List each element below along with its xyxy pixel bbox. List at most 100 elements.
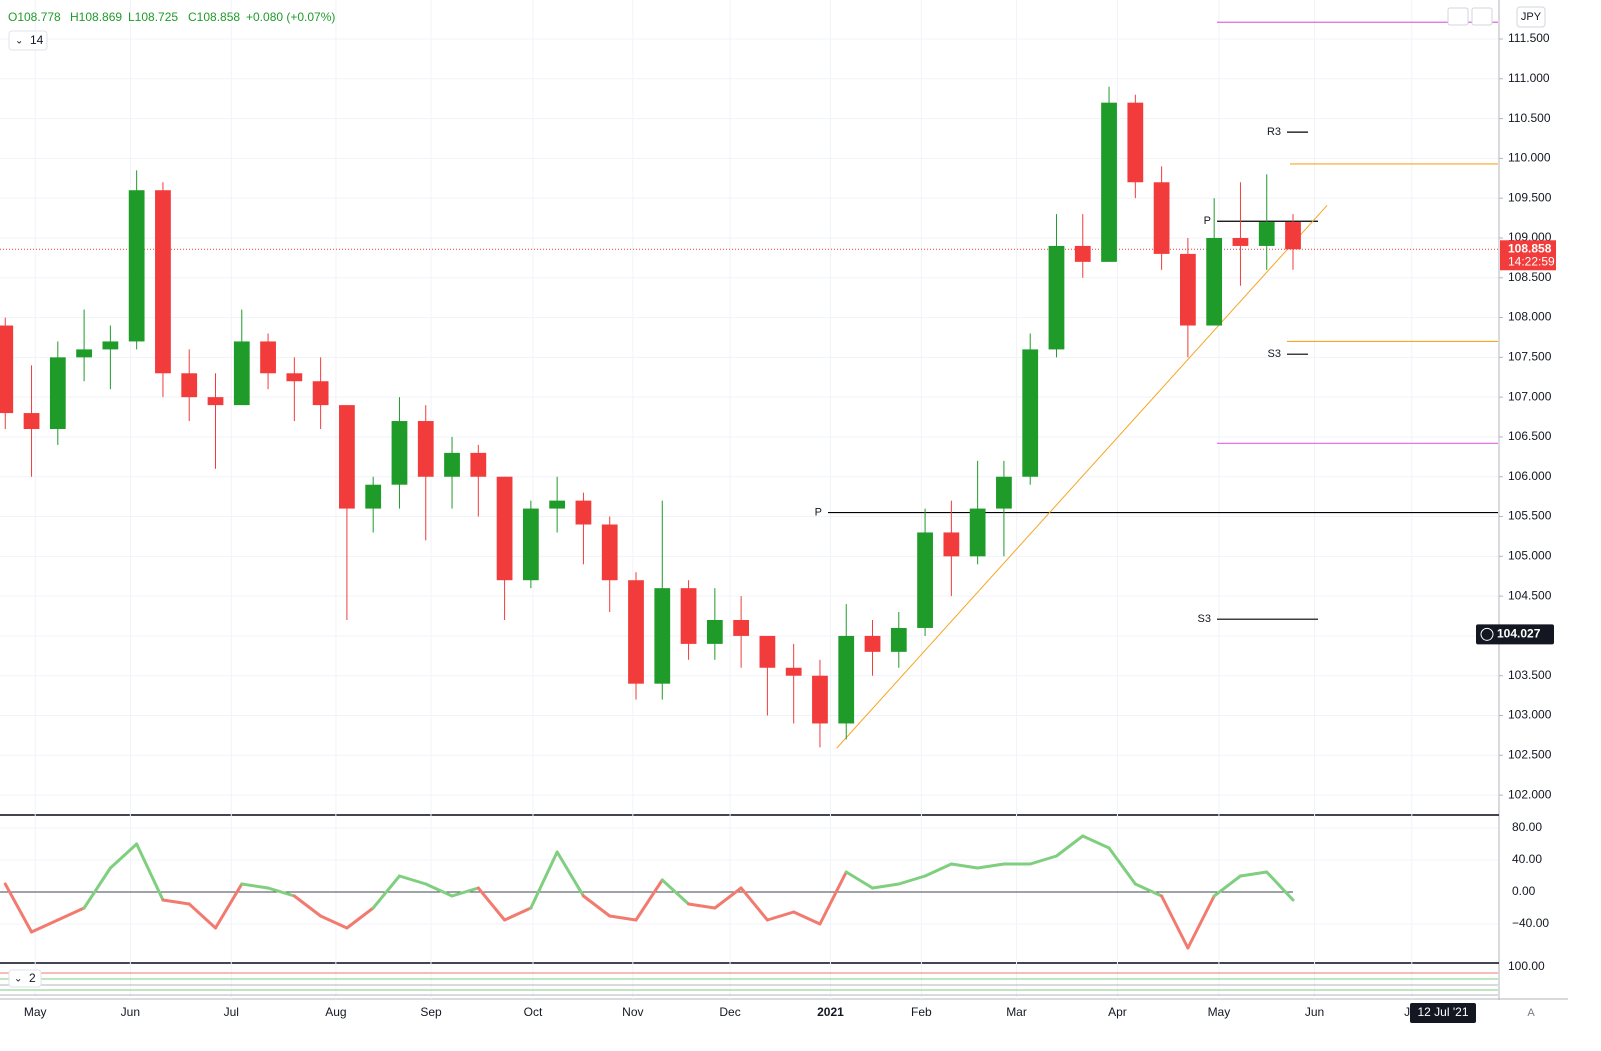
cursor-price-box	[1476, 624, 1554, 645]
scroll-button[interactable]	[1447, 7, 1469, 26]
x-tick-label: May	[24, 1005, 47, 1019]
y-tick-label: 111.000	[1508, 71, 1550, 85]
candle-body	[575, 500, 592, 525]
y-tick-label: 110.500	[1508, 111, 1551, 125]
candle-body	[522, 508, 539, 581]
candle-body	[759, 635, 776, 668]
oscillator-segment	[108, 842, 139, 870]
level-label: S3	[1198, 613, 1211, 625]
oscillator-segment	[371, 874, 401, 910]
oscillator-segment	[713, 886, 743, 910]
candle-body	[628, 580, 644, 684]
oscillator-segment	[1028, 854, 1058, 866]
oscillator-segment	[739, 886, 769, 922]
plot-layer: May Jun Jul Aug Sep Oct Nov Dec 2021 Feb Mar Apr May…	[0, 0, 1556, 1023]
candle-body	[0, 325, 14, 414]
y-tick-label: 102.000	[1508, 787, 1552, 801]
level-label: S3	[1268, 348, 1281, 360]
candle-body	[1153, 182, 1170, 254]
candle-body	[838, 635, 855, 724]
x-tick-label: Apr	[1108, 1005, 1127, 1019]
candle-body	[1048, 245, 1065, 350]
oscillator-segment	[503, 906, 533, 922]
oscillator-segment	[266, 886, 296, 898]
y-tick-label: 107.000	[1508, 389, 1552, 403]
auto-scale[interactable]: A	[1527, 1007, 1535, 1019]
oscillator-segment	[634, 878, 664, 922]
y-tick-label: 105.500	[1508, 509, 1552, 523]
y-tick-label: −40.00	[1512, 916, 1549, 930]
oscillator-segment	[818, 870, 848, 926]
candle-body	[496, 476, 513, 581]
candle-body	[549, 500, 566, 509]
reset-button[interactable]	[1471, 7, 1493, 26]
cursor-price-label: 104.027	[1497, 627, 1541, 641]
oscillator-segment	[3, 882, 34, 934]
add-button[interactable]	[1480, 627, 1494, 641]
candle-body	[470, 452, 487, 477]
candle-body	[444, 452, 460, 477]
oscillator-segment	[82, 866, 112, 910]
x-tick-label: Aug	[325, 1005, 346, 1019]
candle-body	[207, 397, 224, 406]
candle-body	[1127, 102, 1144, 183]
y-tick-label: 111.500	[1508, 31, 1550, 45]
oscillator-segment	[1107, 846, 1137, 886]
candle-body	[128, 190, 145, 342]
candle-body	[601, 524, 618, 581]
oscillator-segment	[923, 862, 953, 878]
oscillator-segment	[555, 850, 585, 898]
indicator-toggle[interactable]	[8, 30, 48, 51]
x-tick-label: Sep	[420, 1005, 442, 1019]
candle-body	[49, 357, 66, 429]
oscillator-segment	[792, 910, 822, 926]
candle-body	[417, 421, 434, 477]
ohlc-high: H108.869	[70, 10, 122, 24]
candle-body	[23, 413, 40, 429]
oscillator-segment	[424, 882, 454, 898]
candle-body	[1232, 237, 1249, 246]
candle-body	[969, 508, 986, 557]
oscillator-segment	[135, 842, 165, 902]
y-tick-label: 80.00	[1512, 820, 1542, 834]
x-tick-label: Jun	[121, 1005, 140, 1019]
y-tick-label: 102.500	[1508, 747, 1552, 761]
trendline	[836, 205, 1328, 749]
x-tick-label: Mar	[1006, 1005, 1027, 1019]
candle-body	[1074, 245, 1091, 262]
x-tick-label: Jul	[224, 1005, 239, 1019]
ohlc-low: L108.725	[128, 10, 178, 24]
indicator-toggle[interactable]	[8, 969, 42, 988]
candle-body	[864, 635, 881, 652]
oscillator-segment	[450, 886, 480, 898]
ohlc-change: +0.080 (+0.07%)	[246, 10, 335, 24]
oscillator-segment	[187, 902, 218, 930]
x-tick-label: Feb	[911, 1005, 932, 1019]
currency-button[interactable]	[1516, 6, 1546, 28]
countdown-label: 14:22:59	[1508, 254, 1555, 268]
candle-body	[680, 588, 697, 644]
candle-body	[312, 381, 329, 406]
x-tick-label: Dec	[719, 1005, 740, 1019]
oscillator-segment	[292, 894, 323, 918]
oscillator-segment	[56, 906, 86, 922]
level-label: P	[1204, 215, 1211, 227]
y-tick-label: 0.00	[1512, 884, 1536, 898]
oscillator-segment	[529, 850, 559, 910]
candle-body	[1285, 222, 1301, 250]
oscillator-segment	[897, 874, 927, 886]
candle-body	[76, 349, 92, 358]
cursor-time-label: 12 Jul '21	[1418, 1005, 1469, 1019]
candle-body	[654, 588, 671, 684]
oscillator-segment	[687, 902, 717, 910]
candle-body	[785, 667, 802, 676]
oscillator-segment	[844, 870, 875, 890]
candle-body	[365, 484, 382, 509]
oscillator-segment	[581, 894, 612, 918]
candle-body	[1022, 349, 1039, 477]
oscillator-segment	[871, 882, 901, 890]
x-tick-label: Oct	[524, 1005, 543, 1019]
oscillator-segment	[161, 898, 191, 906]
oscillator-segment	[1160, 894, 1190, 950]
